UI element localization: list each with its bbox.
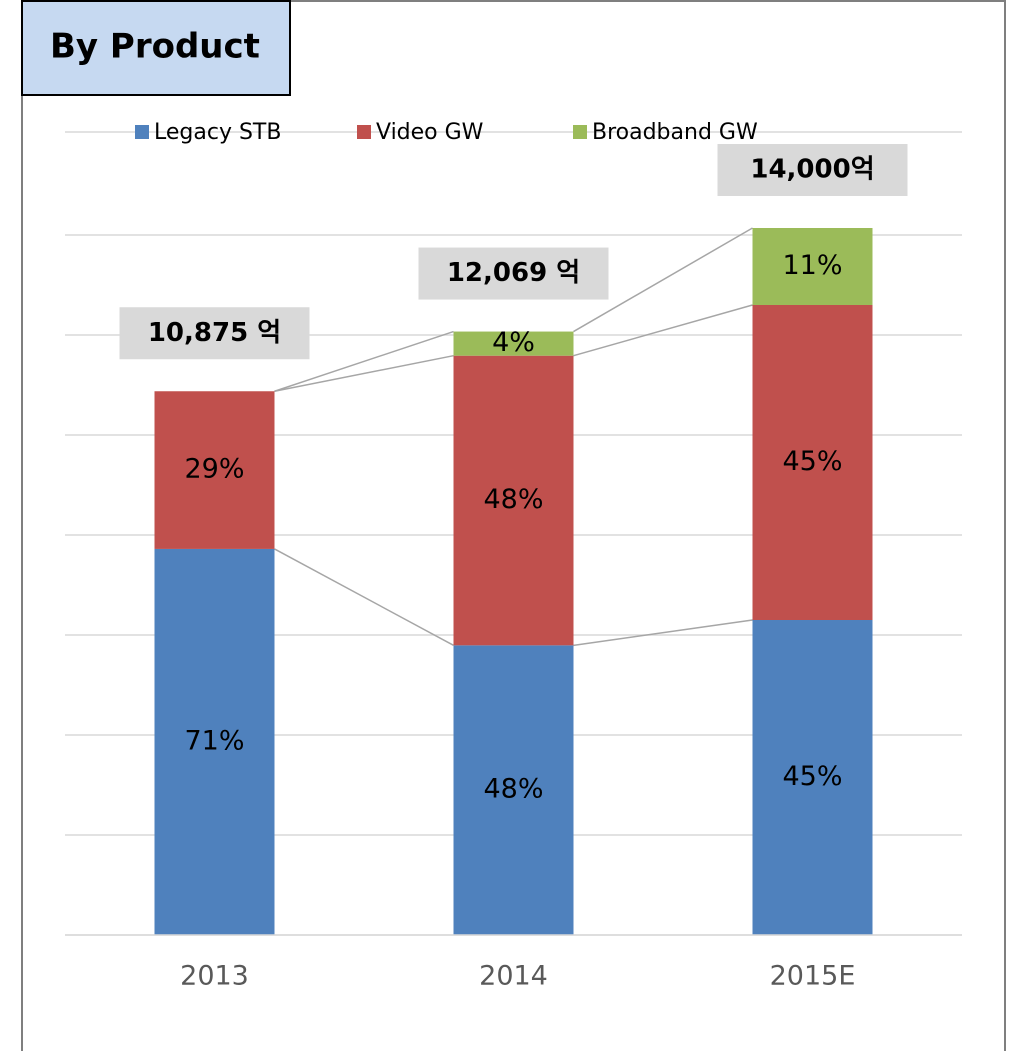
legend-swatch xyxy=(357,125,371,139)
bar-segment xyxy=(752,305,873,620)
legend-label: Broadband GW xyxy=(592,120,758,145)
total-box xyxy=(717,144,908,196)
connector-line xyxy=(573,227,753,333)
bar-segment xyxy=(453,331,574,356)
x-tick-label: 2015E xyxy=(770,961,856,992)
connector-line xyxy=(573,304,753,357)
bar-segment xyxy=(154,391,275,549)
data-label: 71% xyxy=(184,725,244,756)
total-box xyxy=(418,247,609,300)
legend-label: Legacy STB xyxy=(154,120,281,145)
legend-swatch xyxy=(573,125,587,139)
bar-segment xyxy=(154,548,275,935)
total-box xyxy=(119,307,310,360)
data-label: 45% xyxy=(782,446,842,477)
data-label: 48% xyxy=(483,484,543,515)
bar-segment xyxy=(453,355,574,646)
connector-line xyxy=(573,619,753,647)
connector-line xyxy=(274,354,454,392)
x-tick-label: 2014 xyxy=(479,961,548,992)
bar-segment xyxy=(752,228,873,305)
data-label: 48% xyxy=(483,774,543,805)
x-tick-label: 2013 xyxy=(180,961,249,992)
bar-segment xyxy=(752,620,873,935)
legend-label: Video GW xyxy=(376,120,484,145)
total-label: 10,875 억 xyxy=(148,318,281,348)
data-label: 4% xyxy=(492,327,535,358)
data-label: 29% xyxy=(184,454,244,485)
total-label: 14,000억 xyxy=(750,155,874,185)
connector-line xyxy=(274,548,454,647)
data-label: 11% xyxy=(782,250,842,281)
total-label: 12,069 억 xyxy=(447,258,580,288)
title-box xyxy=(21,0,291,96)
connector-line xyxy=(274,330,454,392)
chart-title: By Product xyxy=(50,27,260,67)
bar-segment xyxy=(453,645,574,935)
data-label: 45% xyxy=(782,761,842,792)
legend-swatch xyxy=(135,125,149,139)
